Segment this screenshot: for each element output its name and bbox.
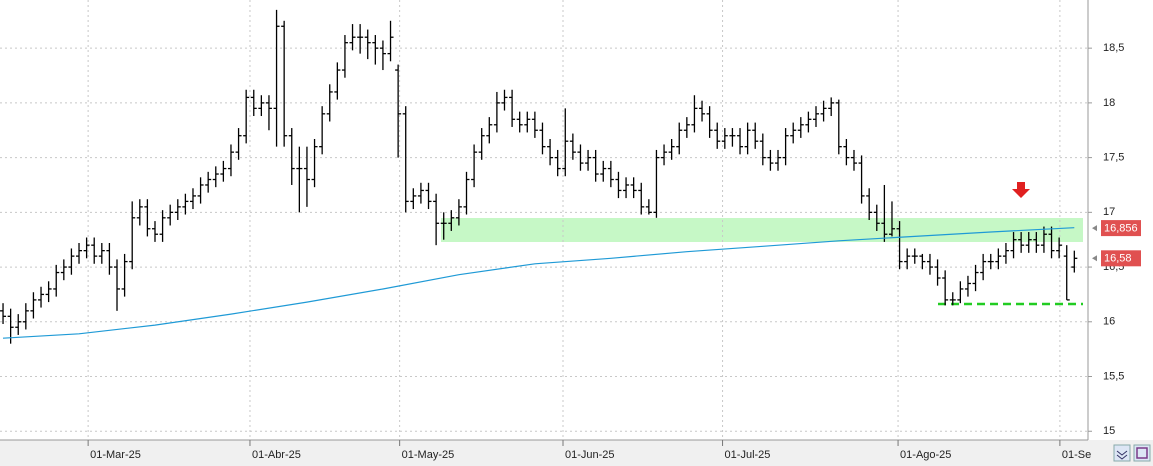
price-marker: [1092, 225, 1097, 232]
x-tick-label: 01-Abr-25: [252, 449, 301, 461]
y-tick-label: 18,5: [1103, 42, 1124, 54]
down-arrow: [1012, 182, 1030, 198]
price-marker: [1092, 255, 1097, 262]
x-tick-label: 01-Ago-25: [900, 449, 951, 461]
y-tick-label: 16: [1103, 316, 1115, 328]
price-label-box: [1101, 220, 1141, 237]
y-tick-label: 17: [1103, 206, 1115, 218]
plot: [0, 0, 1088, 440]
zoom-icon: [1116, 450, 1128, 460]
x-tick-label: 01-May-25: [402, 449, 455, 461]
resistance-zone: [441, 218, 1083, 242]
x-axis-strip: [0, 440, 1153, 466]
save-button[interactable]: [1133, 444, 1151, 462]
price-label: 16,58: [1104, 253, 1132, 265]
x-tick-label: 01-Se: [1062, 449, 1091, 461]
price-label-box: [1101, 250, 1141, 267]
y-tick-label: 18: [1103, 97, 1115, 109]
moving-average-line: [2, 227, 1075, 339]
x-tick-label: 01-Jun-25: [565, 449, 615, 461]
y-tick-label: 15: [1103, 425, 1115, 437]
x-tick-label: 01-Jul-25: [725, 449, 771, 461]
y-tick-label: 17,5: [1103, 152, 1124, 164]
price-label: 16,856: [1104, 223, 1138, 235]
save-icon: [1136, 447, 1148, 459]
x-tick-label: 01-Mar-25: [90, 449, 141, 461]
zoom-button[interactable]: [1113, 444, 1131, 462]
y-tick-label: 15,5: [1103, 370, 1124, 382]
